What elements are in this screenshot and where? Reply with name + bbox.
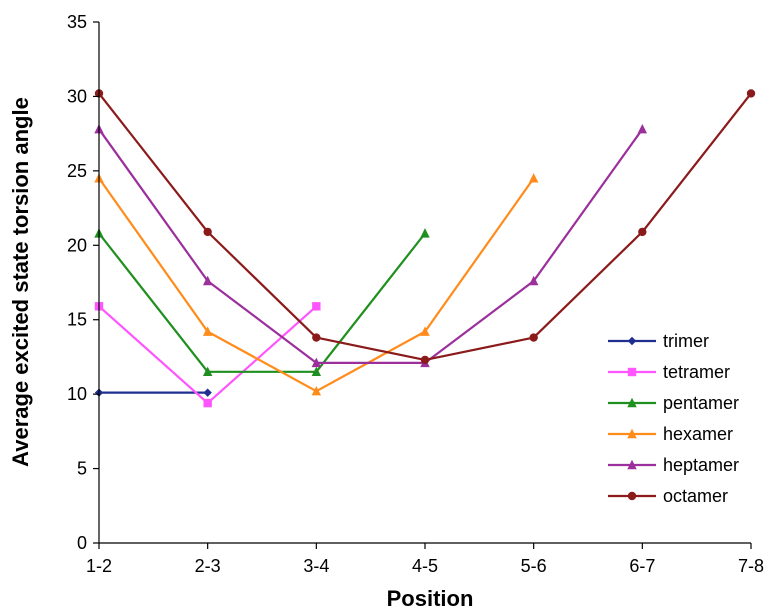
data-point xyxy=(420,326,430,336)
legend-marker xyxy=(627,428,637,439)
legend-label: tetramer xyxy=(663,362,730,382)
data-point xyxy=(311,366,322,377)
legend-label: trimer xyxy=(663,331,709,351)
x-axis-title: Position xyxy=(387,586,474,611)
data-point xyxy=(203,227,212,237)
legend-marker xyxy=(627,459,637,470)
series-octamer xyxy=(94,89,756,365)
legend-entry: tetramer xyxy=(608,362,730,382)
data-point xyxy=(638,227,647,237)
series-line xyxy=(98,128,644,364)
data-point xyxy=(312,333,321,342)
series-pentamer xyxy=(94,228,430,377)
data-point xyxy=(637,123,648,134)
y-axis-title: Average excited state torsion angle xyxy=(8,97,33,467)
y-tick-label: 35 xyxy=(67,12,87,32)
legend-marker xyxy=(627,491,637,501)
legend-entry: octamer xyxy=(608,486,728,506)
data-point xyxy=(311,385,322,396)
legend-marker xyxy=(627,336,637,346)
y-tick-label: 5 xyxy=(77,459,87,479)
y-tick-label: 30 xyxy=(67,86,87,106)
x-tick-label: 4-5 xyxy=(412,556,438,576)
data-point xyxy=(528,275,539,286)
legend-entry: heptamer xyxy=(608,455,739,475)
y-tick-label: 15 xyxy=(67,310,87,330)
data-point xyxy=(311,357,322,368)
legend-label: hexamer xyxy=(663,424,733,444)
data-point xyxy=(420,228,430,238)
data-point xyxy=(202,275,213,286)
data-point xyxy=(529,333,538,342)
x-tick-label: 3-4 xyxy=(303,556,329,576)
data-point xyxy=(420,355,430,365)
y-tick-label: 25 xyxy=(67,161,87,181)
data-point xyxy=(203,388,212,397)
plot-area xyxy=(94,89,756,408)
x-tick-label: 1-2 xyxy=(86,556,112,576)
x-tick-label: 7-8 xyxy=(738,556,764,576)
legend-marker xyxy=(627,397,637,408)
data-point xyxy=(746,89,756,98)
axes: 0 5 10 15 20 25 30 35 1-2 2-3 3-4 4-5 5-6 6-7 7-8 xyxy=(67,12,764,576)
y-tick-label: 10 xyxy=(67,384,87,404)
legend-label: heptamer xyxy=(663,455,739,475)
data-point xyxy=(528,173,539,183)
data-point xyxy=(202,366,213,377)
legend-marker xyxy=(627,367,637,377)
x-tick-label: 2-3 xyxy=(195,556,221,576)
legend-label: octamer xyxy=(663,486,728,506)
data-point xyxy=(203,398,212,408)
y-tick-label: 0 xyxy=(77,533,87,553)
data-point xyxy=(312,302,321,311)
data-point xyxy=(202,326,213,336)
series-heptamer xyxy=(94,123,648,368)
series-line xyxy=(98,232,426,373)
x-tick-label: 6-7 xyxy=(629,556,655,576)
legend: trimer tetramer pentamer hexamer heptamer oct… xyxy=(608,331,739,506)
legend-label: pentamer xyxy=(663,393,739,413)
series-line xyxy=(98,92,752,362)
x-tick-label: 5-6 xyxy=(521,556,547,576)
legend-entry: trimer xyxy=(608,331,709,351)
legend-entry: pentamer xyxy=(608,393,739,413)
legend-entry: hexamer xyxy=(608,424,733,444)
y-tick-label: 20 xyxy=(67,235,87,255)
